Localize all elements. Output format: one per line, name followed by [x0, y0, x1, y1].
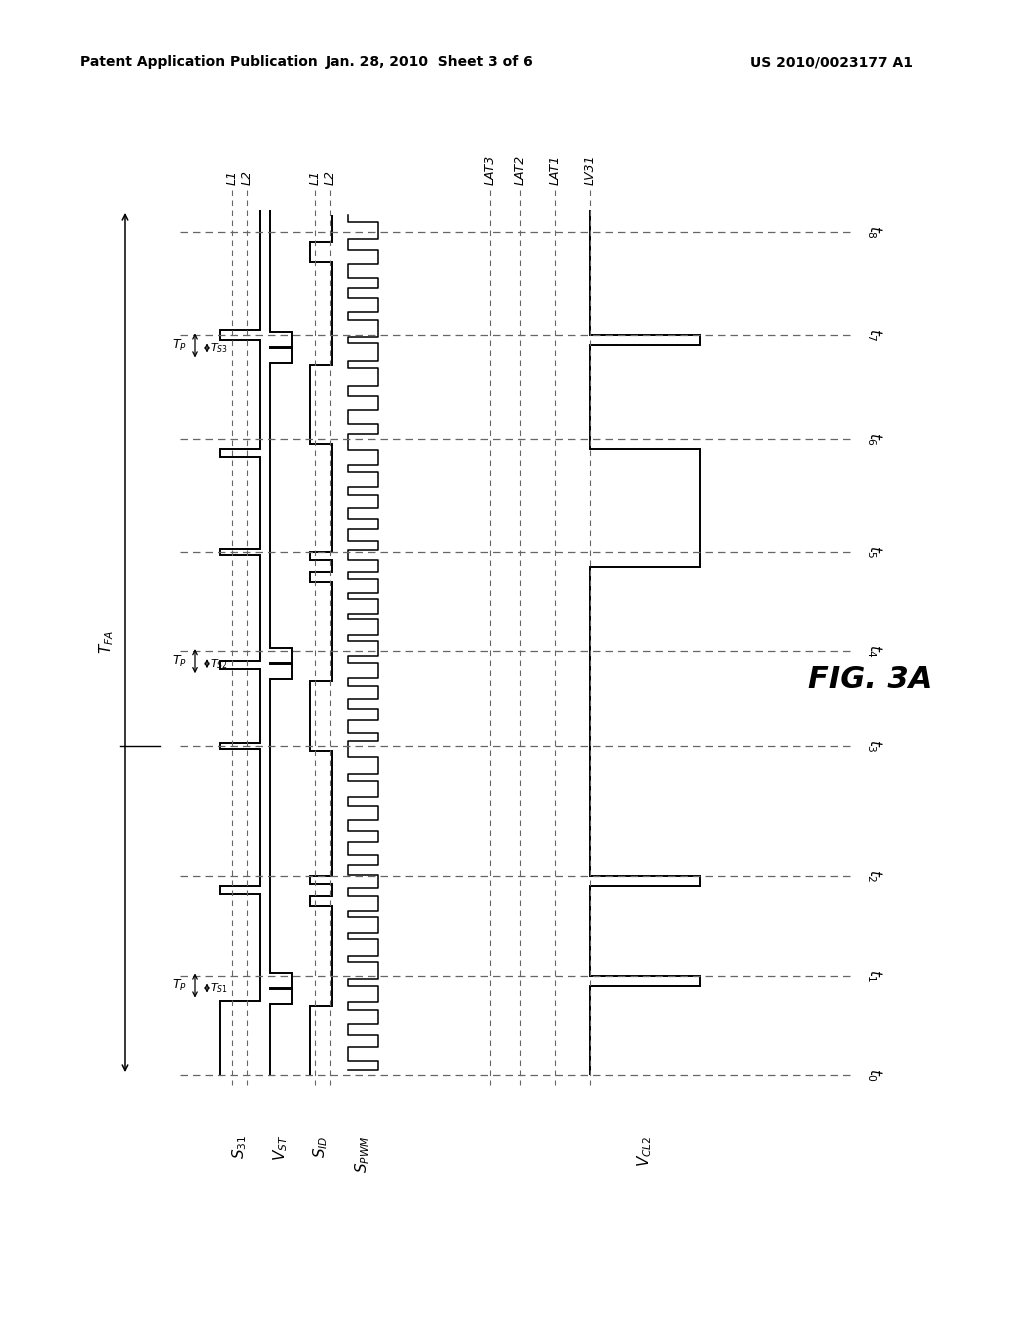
Text: LV31: LV31 [584, 154, 597, 185]
Text: $S_{31}$: $S_{31}$ [230, 1135, 250, 1159]
Text: $t_6$: $t_6$ [865, 432, 884, 446]
Text: $t_8$: $t_8$ [865, 224, 884, 239]
Text: $S_{PWM}$: $S_{PWM}$ [353, 1135, 373, 1172]
Text: L1: L1 [308, 170, 322, 185]
Text: LAT1: LAT1 [549, 154, 561, 185]
Text: $T_{S2}$: $T_{S2}$ [210, 657, 228, 671]
Text: $t_5$: $t_5$ [865, 545, 884, 558]
Text: L1: L1 [225, 170, 239, 185]
Text: $T_P$: $T_P$ [172, 653, 187, 669]
Text: $T_P$: $T_P$ [172, 978, 187, 993]
Text: $T_P$: $T_P$ [172, 338, 187, 352]
Text: $t_4$: $t_4$ [865, 644, 884, 659]
Text: FIG. 3A: FIG. 3A [808, 665, 932, 694]
Text: $S_{ID}$: $S_{ID}$ [311, 1135, 331, 1158]
Text: $V_{ST}$: $V_{ST}$ [271, 1135, 291, 1162]
Text: $T_{FA}$: $T_{FA}$ [97, 631, 117, 655]
Text: $t_1$: $t_1$ [865, 969, 884, 982]
Text: $T_{S3}$: $T_{S3}$ [210, 341, 228, 355]
Text: $t_0$: $t_0$ [865, 1068, 884, 1082]
Text: $t_7$: $t_7$ [865, 329, 884, 342]
Text: L2: L2 [324, 170, 337, 185]
Text: LAT2: LAT2 [513, 154, 526, 185]
Text: L2: L2 [241, 170, 254, 185]
Text: $T_{S1}$: $T_{S1}$ [210, 981, 228, 995]
Text: Patent Application Publication: Patent Application Publication [80, 55, 317, 69]
Text: Jan. 28, 2010  Sheet 3 of 6: Jan. 28, 2010 Sheet 3 of 6 [326, 55, 534, 69]
Text: $t_3$: $t_3$ [865, 739, 884, 754]
Text: LAT3: LAT3 [483, 154, 497, 185]
Text: $t_2$: $t_2$ [865, 870, 884, 883]
Text: US 2010/0023177 A1: US 2010/0023177 A1 [750, 55, 913, 69]
Text: $V_{CL2}$: $V_{CL2}$ [636, 1135, 654, 1167]
